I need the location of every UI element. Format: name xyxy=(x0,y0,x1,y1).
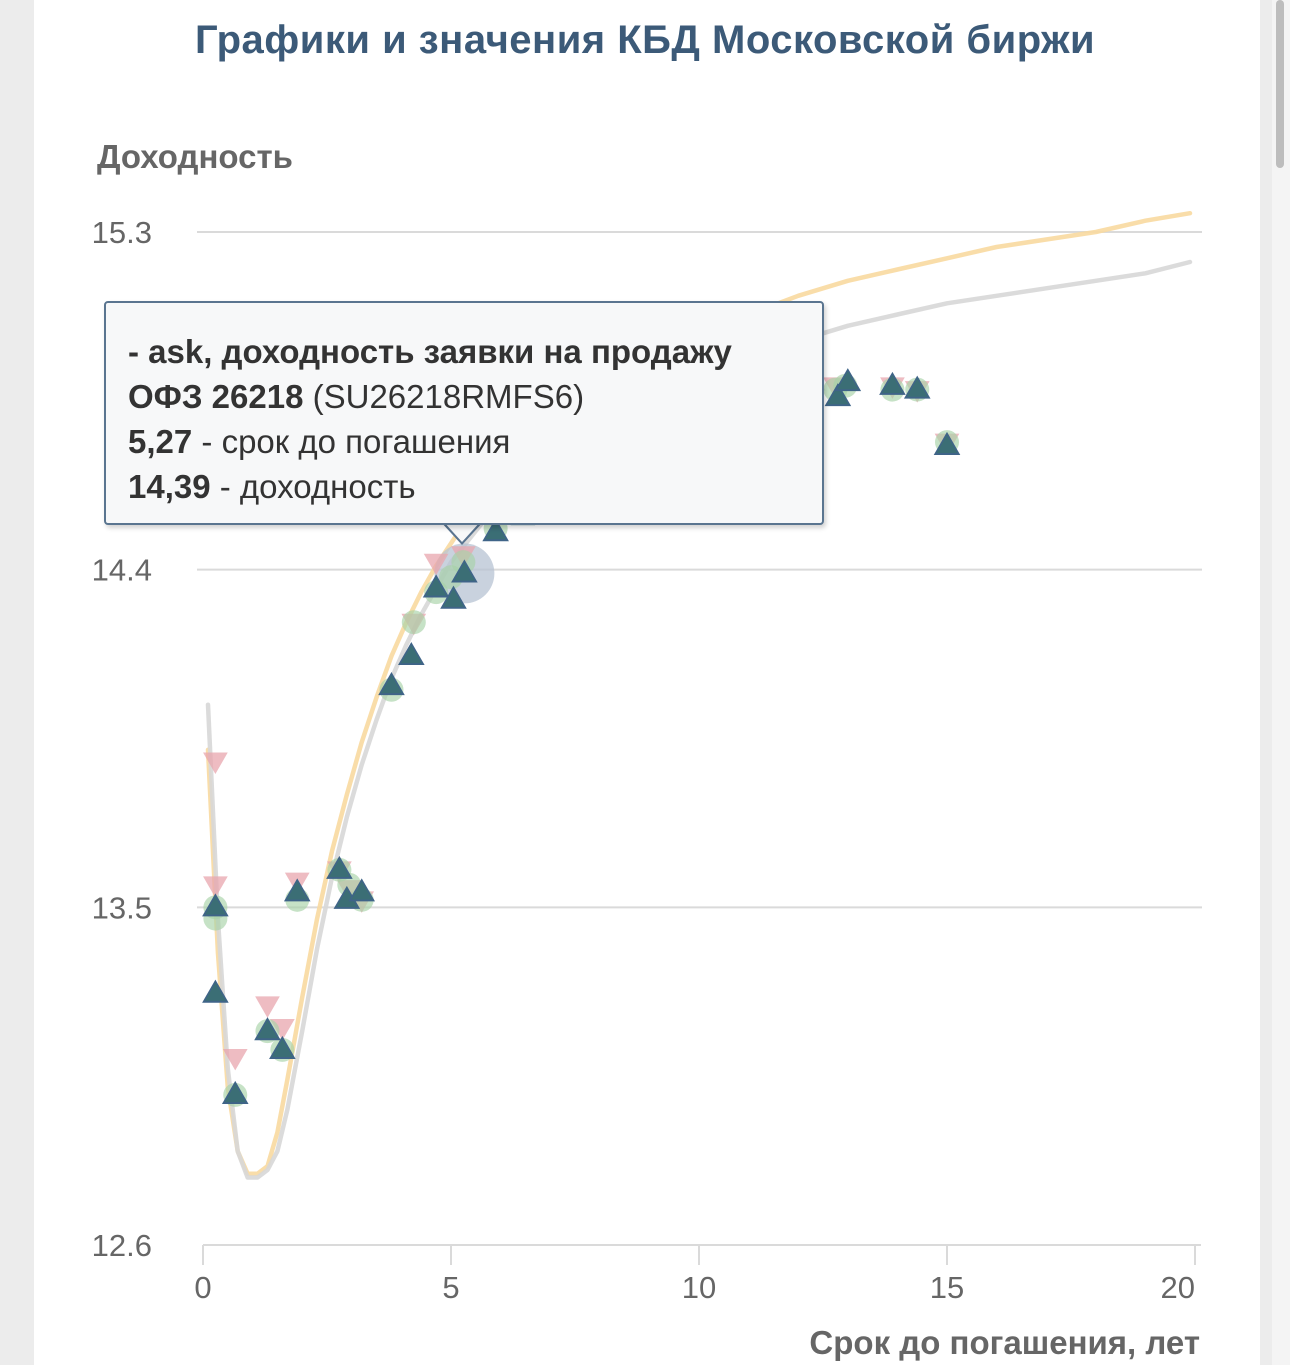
ask-point-overlay xyxy=(453,562,475,581)
y-tick-labels: 12.6 13.5 14.4 15.3 xyxy=(92,215,152,1263)
tooltip-arrow-inner xyxy=(443,521,481,542)
x-tick-label: 20 xyxy=(1161,1270,1195,1305)
scrollbar-thumb[interactable] xyxy=(1276,0,1284,168)
ask-point-overlay xyxy=(837,371,859,390)
ask-point-overlay xyxy=(271,1038,293,1058)
ask-point-overlay xyxy=(351,881,373,900)
ask-point-overlay xyxy=(224,1083,246,1103)
x-tick-label: 15 xyxy=(930,1270,964,1305)
ask-point-overlay xyxy=(328,858,350,877)
ask-point-overlay xyxy=(204,896,226,915)
chart-title: Графики и значения КБД Московской биржи xyxy=(194,18,1096,62)
ask-point-overlay xyxy=(936,434,958,454)
ask-point-overlay xyxy=(204,982,226,1001)
ask-point-overlay xyxy=(257,1020,278,1039)
ask-point-overlay xyxy=(425,577,447,596)
point-tooltip: - ask, доходность заявки на продажу ОФЗ … xyxy=(104,301,824,525)
x-axis-title: Срок до погашения, лет xyxy=(809,1324,1200,1361)
bid-point xyxy=(203,876,228,898)
bid-point xyxy=(255,996,280,1018)
x-tick-label: 5 xyxy=(442,1270,459,1305)
ask-point-overlay xyxy=(906,378,928,397)
tooltip-yield-line: 14,39 - доходность xyxy=(128,464,822,509)
bid-point xyxy=(423,553,449,576)
x-tick-label: 0 xyxy=(194,1270,211,1305)
circle-point xyxy=(401,610,426,635)
tooltip-bond-name: ОФЗ 26218 xyxy=(128,378,304,415)
ask-point-overlay xyxy=(400,644,422,664)
x-tick-label: 10 xyxy=(682,1270,716,1305)
ask-point-overlay xyxy=(881,374,903,393)
tooltip-maturity-label: - срок до погашения xyxy=(201,423,511,460)
bid-point xyxy=(222,1048,248,1071)
tooltip-bond-line: ОФЗ 26218 (SU26218RMFS6) xyxy=(128,374,822,419)
y-tick-label: 15.3 xyxy=(92,215,152,250)
tooltip-series-line: - ask, доходность заявки на продажу xyxy=(128,329,822,374)
ask-point-overlay xyxy=(381,674,402,694)
ask-point-overlay xyxy=(443,588,464,607)
tooltip-yield-value: 14,39 xyxy=(128,468,211,505)
bid-point xyxy=(203,752,228,775)
scrollbar-track[interactable] xyxy=(1272,0,1290,1365)
ask-point-overlay xyxy=(336,888,358,907)
y-axis-title: Доходность xyxy=(97,138,293,175)
tooltip-yield-label: - доходность xyxy=(219,468,416,505)
x-axis: 0 5 10 15 20 xyxy=(194,1244,1201,1305)
ask-point-overlay xyxy=(827,386,849,405)
y-tick-label: 12.6 xyxy=(92,1228,152,1263)
ask-point-overlay xyxy=(485,521,507,540)
y-tick-label: 13.5 xyxy=(92,890,152,925)
page-card xyxy=(34,0,1260,1365)
y-tick-label: 14.4 xyxy=(92,553,152,588)
ask-point-overlay xyxy=(286,881,308,900)
tooltip-bond-code: (SU26218RMFS6) xyxy=(312,378,585,415)
tooltip-series-name: - ask, доходность заявки на продажу xyxy=(128,333,732,370)
tooltip-maturity-line: 5,27 - срок до погашения xyxy=(128,419,822,464)
tooltip-maturity-value: 5,27 xyxy=(128,423,193,460)
